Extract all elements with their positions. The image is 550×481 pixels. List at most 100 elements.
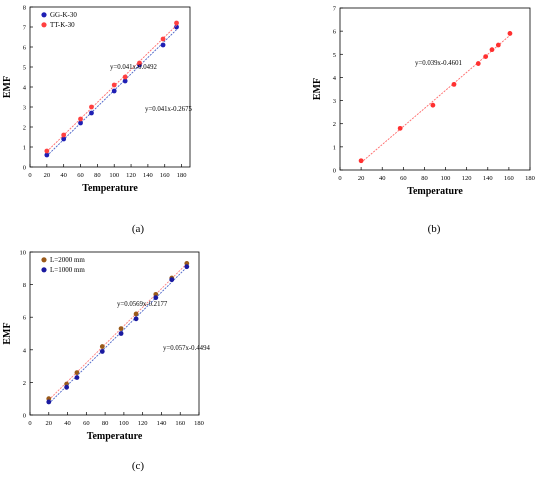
x-tick-label: 80 — [102, 420, 109, 427]
x-tick-label: 180 — [525, 175, 535, 182]
legend-marker — [41, 257, 47, 263]
data-point — [483, 54, 489, 59]
y-tick-label: 1 — [333, 144, 336, 151]
data-point — [111, 82, 117, 88]
x-tick-label: 80 — [421, 175, 428, 182]
chart-c: 0 20 40 60 80 100 120 140 160 180 0 2 4 6 8 10 Temperatu… — [2, 250, 210, 443]
x-tick-label: 180 — [177, 172, 187, 179]
x-tick-label: 120 — [138, 420, 148, 427]
fit-line — [46, 24, 177, 152]
y-axis-title: EMF — [312, 78, 323, 100]
y-tick-label: 1 — [23, 145, 26, 152]
legend-marker — [41, 267, 47, 273]
data-point — [489, 47, 495, 53]
y-tick-label: 5 — [333, 52, 336, 59]
y-tick-label: 4 — [333, 75, 337, 82]
data-point — [174, 24, 179, 30]
legend-label: L=1000 mm — [50, 266, 85, 274]
data-point — [74, 375, 80, 380]
fit-equation: y=0.041x-0.2675 — [145, 106, 192, 113]
x-tick-label: 120 — [462, 175, 472, 182]
data-point — [78, 120, 83, 126]
x-tick-label: 40 — [60, 172, 67, 179]
data-point — [122, 78, 128, 84]
fit-equation: y=0.041x-0.0492 — [110, 64, 157, 71]
x-tick-label: 40 — [379, 175, 386, 182]
data-point — [74, 370, 80, 376]
x-axis-title: Temperature — [407, 186, 463, 197]
data-point — [358, 158, 364, 164]
y-tick-label: 0 — [23, 165, 26, 172]
x-tick-label: 80 — [94, 172, 101, 179]
y-tick-label: 7 — [23, 25, 27, 32]
data-point — [174, 20, 179, 26]
data-point — [169, 277, 175, 283]
data-point — [133, 311, 139, 317]
data-point — [46, 399, 52, 405]
caption-b: (b) — [427, 223, 441, 235]
caption-c: (c) — [131, 460, 145, 472]
data-point — [430, 102, 436, 108]
data-point — [184, 264, 190, 270]
x-tick-label: 160 — [160, 172, 170, 179]
y-tick-label: 2 — [23, 125, 26, 132]
fit-equation: y=0.057x-0.4494 — [163, 345, 210, 352]
fit-equation: y=0.0569x-0.2177 — [117, 301, 168, 308]
data-point — [475, 61, 481, 66]
x-tick-label: 20 — [358, 175, 365, 182]
data-point — [89, 104, 94, 110]
data-point — [44, 152, 50, 158]
x-tick-label: 120 — [126, 172, 136, 179]
y-tick-label: 10 — [20, 250, 27, 257]
data-point — [118, 326, 124, 332]
y-axis-title: EMF — [2, 76, 13, 98]
y-tick-label: 6 — [23, 45, 27, 52]
x-tick-label: 0 — [28, 420, 31, 427]
y-tick-label: 0 — [23, 413, 26, 420]
x-tick-label: 160 — [175, 420, 185, 427]
data-point — [111, 88, 117, 94]
chart-a: 0 20 40 60 80 100 120 140 160 180 0 1 2 3 4 5 6 7 8 Tempera… — [2, 5, 192, 195]
data-point — [133, 316, 139, 322]
data-point — [507, 31, 513, 36]
y-tick-label: 2 — [23, 380, 26, 387]
data-point — [89, 110, 94, 116]
legend-label: TT-K-30 — [50, 21, 75, 29]
y-tick-label: 7 — [333, 6, 337, 13]
legend-label: L=2000 mm — [50, 256, 85, 264]
y-tick-label: 3 — [333, 98, 336, 105]
y-tick-label: 5 — [23, 65, 26, 72]
legend-marker — [41, 12, 47, 18]
x-tick-label: 100 — [109, 172, 119, 179]
y-tick-label: 4 — [23, 347, 27, 354]
x-tick-label: 140 — [157, 420, 167, 427]
x-axis-title: Temperature — [82, 183, 138, 194]
x-tick-label: 100 — [441, 175, 451, 182]
y-tick-label: 3 — [23, 105, 26, 112]
data-point — [137, 60, 142, 66]
caption-a: (a) — [131, 223, 145, 235]
y-tick-label: 8 — [23, 5, 26, 12]
y-tick-label: 0 — [333, 168, 336, 175]
x-tick-label: 0 — [28, 172, 31, 179]
x-tick-label: 180 — [194, 420, 204, 427]
y-tick-label: 6 — [23, 315, 27, 322]
data-point — [61, 132, 67, 138]
data-point — [160, 36, 166, 42]
x-axis-title: Temperature — [87, 431, 143, 442]
x-tick-label: 160 — [504, 175, 514, 182]
data-point — [451, 81, 457, 87]
data-point — [78, 116, 83, 122]
data-point — [61, 136, 67, 142]
legend-label: GG-K-30 — [50, 11, 77, 19]
data-point — [397, 125, 403, 131]
fit-line — [48, 263, 188, 401]
x-tick-label: 60 — [77, 172, 84, 179]
data-point — [44, 148, 50, 154]
data-point — [495, 42, 501, 48]
x-tick-label: 20 — [46, 420, 53, 427]
data-point — [160, 42, 166, 48]
legend-marker — [41, 22, 47, 28]
x-tick-label: 0 — [338, 175, 341, 182]
